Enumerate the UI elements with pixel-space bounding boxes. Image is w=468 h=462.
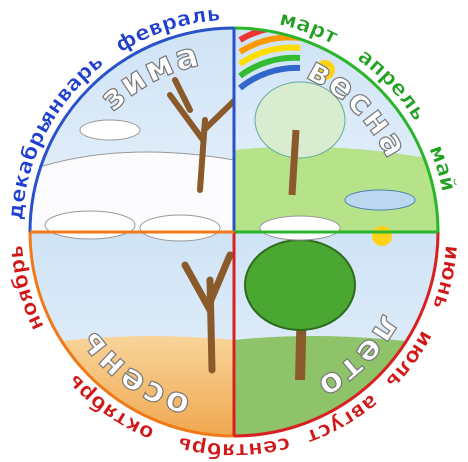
seasons-wheel: декабрьянварьфевральмартапрельмайиюньиюл… (0, 0, 468, 462)
